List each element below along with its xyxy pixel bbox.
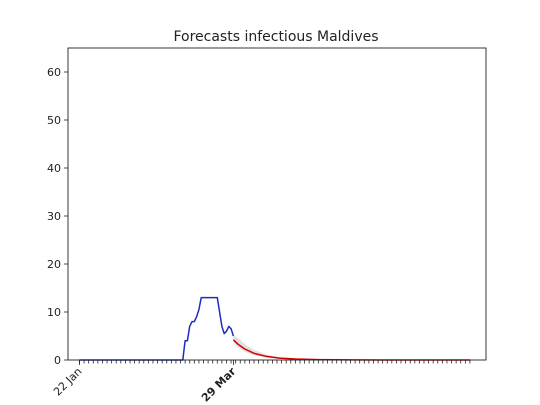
y-tick-label: 20 — [47, 258, 61, 271]
y-tick-label: 0 — [54, 354, 61, 367]
y-tick-label: 60 — [47, 66, 61, 79]
x-tick-label: 29 Mar — [199, 365, 239, 405]
y-tick-label: 10 — [47, 306, 61, 319]
forecast-line — [232, 339, 470, 361]
plot-area: 22 Jan 29 Mar 0 10 20 30 40 50 60 — [47, 47, 487, 405]
y-tick-label: 50 — [47, 114, 61, 127]
y-tick-label: 30 — [47, 210, 61, 223]
axes-frame — [67, 47, 487, 361]
observed-line — [79, 296, 235, 361]
x-tick-label: 22 Jan — [51, 365, 85, 399]
y-tick-label: 40 — [47, 162, 61, 175]
chart-title: Forecasts infectious Maldives — [173, 29, 378, 45]
